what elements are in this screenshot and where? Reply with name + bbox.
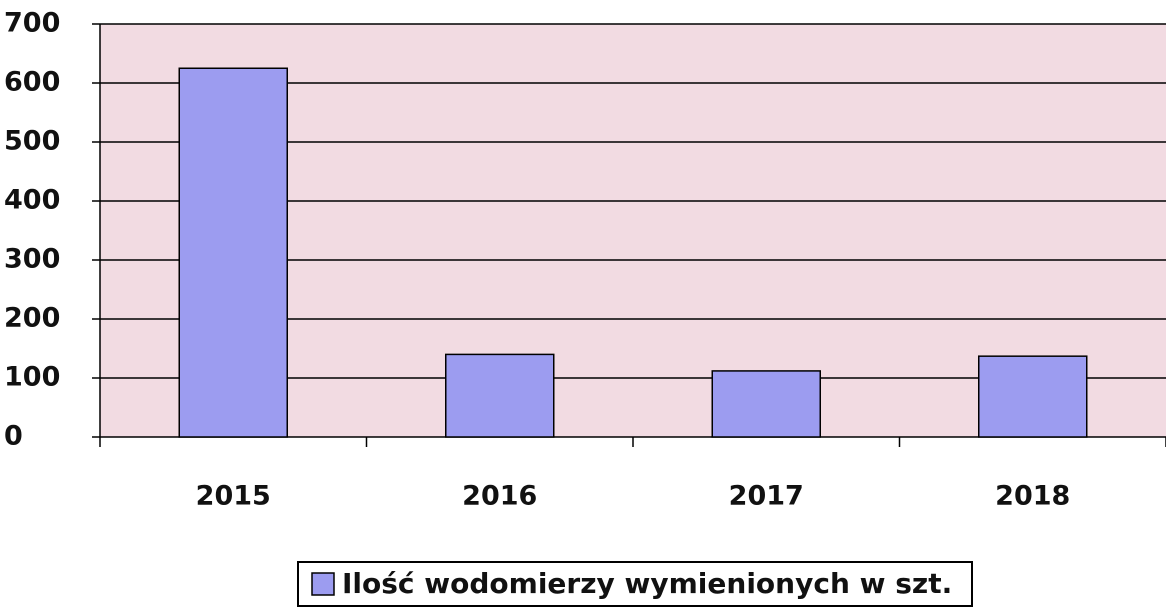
y-tick-label: 400 (4, 185, 60, 216)
bar (178, 67, 288, 438)
bar (445, 353, 555, 438)
x-tick-label: 2015 (196, 481, 271, 512)
legend-swatch (311, 572, 335, 596)
bar (978, 355, 1088, 438)
x-tick-label: 2016 (462, 481, 537, 512)
y-tick-label: 600 (4, 67, 60, 98)
bar (711, 370, 821, 438)
x-tick-label: 2017 (729, 481, 804, 512)
legend-label: Ilość wodomierzy wymienionych w szt. (342, 567, 952, 600)
legend-box (297, 561, 973, 607)
y-tick-label: 200 (4, 303, 60, 334)
x-tick-label: 2018 (995, 481, 1070, 512)
y-tick-label: 500 (4, 126, 60, 157)
y-tick-label: 0 (4, 421, 23, 452)
y-tick-label: 700 (4, 8, 60, 39)
y-tick-label: 300 (4, 244, 60, 275)
y-tick-label: 100 (4, 362, 60, 393)
